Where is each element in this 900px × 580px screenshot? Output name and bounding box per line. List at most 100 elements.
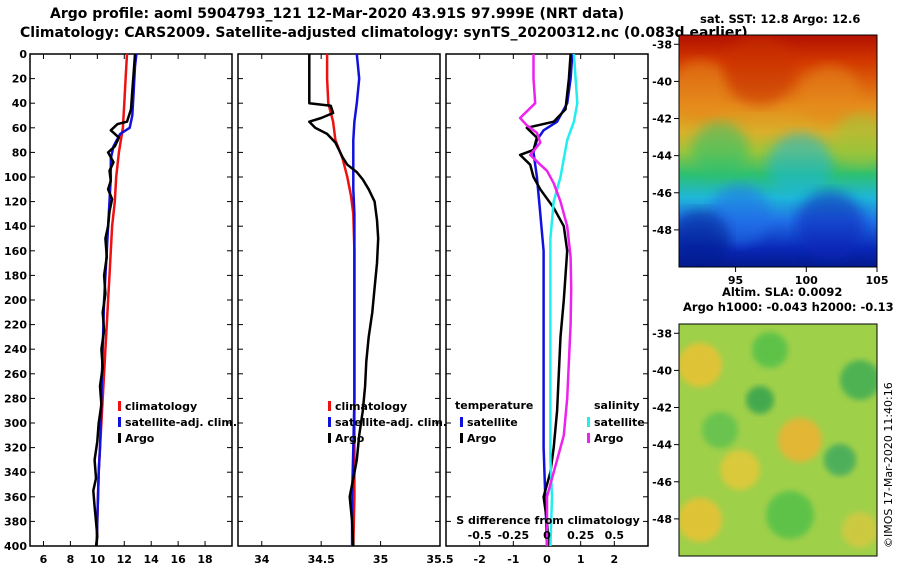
x-tick-label: 34.5	[308, 553, 335, 566]
x-tick-label: 12	[117, 553, 132, 566]
legend-swatch	[118, 417, 121, 427]
x-tick-label: 35	[373, 553, 388, 566]
salinity-profile: 34 34.5 35 35.5 climatology satellite-adj. cl…	[237, 53, 454, 566]
series-line-temperature-argo	[518, 53, 572, 547]
y-tick-label: 180	[4, 269, 27, 282]
y-tick-label: 0	[19, 48, 27, 61]
legend-swatch	[118, 401, 121, 411]
x-tick-label: 100	[795, 274, 818, 287]
x-tick-label: 16	[170, 553, 186, 566]
sla-map-frame	[678, 323, 878, 557]
legend-label: satellite	[594, 416, 645, 429]
y-tick-label: 260	[4, 368, 27, 381]
title-line-2: Climatology: CARS2009. Satellite-adjuste…	[20, 25, 748, 41]
y-tick-label: 300	[4, 417, 27, 430]
legend-label: satellite-adj. clim.	[335, 416, 447, 429]
legend-label: satellite-adj. clim.	[125, 416, 237, 429]
sla-eddy	[720, 450, 760, 490]
plot-frame	[29, 53, 233, 547]
sla-eddy	[842, 512, 877, 548]
x-tick-label: 1	[577, 553, 585, 566]
x-tick-label: 0	[543, 553, 551, 566]
y-tick-label: 80	[12, 146, 28, 159]
y-tick-label: -44	[652, 150, 672, 163]
y-tick-label: 220	[4, 319, 27, 332]
secondary-x-tick-label: 0.5	[605, 529, 625, 542]
legend-label: Argo	[594, 432, 624, 445]
secondary-x-tick-label: 0.25	[567, 529, 594, 542]
sst-eddy	[800, 65, 860, 125]
y-tick-label: -48	[652, 224, 672, 237]
x-tick-label: 18	[197, 553, 212, 566]
y-tick-label: -46	[652, 187, 672, 200]
sla-eddy	[778, 418, 822, 462]
x-tick-label: -1	[507, 553, 519, 566]
plot-frame	[445, 53, 649, 547]
legend-swatch	[328, 401, 331, 411]
sst-eddy	[692, 122, 748, 178]
y-tick-label: -42	[652, 402, 672, 415]
series-line-salinity-argo	[518, 54, 573, 546]
plot-frame	[237, 53, 441, 547]
legend-label: satellite	[467, 416, 518, 429]
title-line-1: Argo profile: aoml 5904793_121 12-Mar-20…	[50, 6, 625, 22]
legend-swatch	[328, 433, 331, 443]
x-tick-label: -2	[474, 553, 486, 566]
sla-eddy	[824, 444, 856, 476]
difference-profile: -2 -1 0 1 2 temperature satellite Argo salinity s…	[445, 53, 649, 566]
y-tick-label: 400	[4, 540, 27, 553]
series-line-satellite-adj-clim-	[350, 53, 361, 546]
legend-label: climatology	[335, 400, 407, 413]
legend-label: Argo	[467, 432, 497, 445]
sla-eddy	[840, 360, 877, 400]
x-tick-label: 95	[728, 274, 743, 287]
sst-eddy	[796, 191, 864, 259]
legend-heading-salinity: salinity	[594, 399, 640, 412]
y-tick-label: 40	[12, 97, 28, 110]
legend-label: Argo	[335, 432, 365, 445]
legend-swatch	[587, 433, 590, 443]
y-tick-label: 340	[4, 466, 27, 479]
x-axis-label: S difference from climatology	[456, 514, 640, 527]
y-tick-label: -42	[652, 113, 672, 126]
y-tick-label: 200	[4, 294, 27, 307]
sst-eddy	[768, 133, 832, 197]
temperature-profile: 0 20 40 60 80 100 120 140 160 180 200 220 240 260 280 3…	[4, 48, 237, 566]
credit-text: ©IMOS 17-Mar-2020 11:40:16	[882, 382, 895, 548]
legend-swatch	[460, 433, 463, 443]
y-tick-label: -46	[652, 476, 672, 489]
sla-eddy	[702, 412, 738, 448]
sst-eddy	[679, 210, 730, 267]
x-tick-label: 10	[90, 553, 106, 566]
sla-map	[679, 324, 877, 556]
secondary-x-tick-label: -0.25	[497, 529, 529, 542]
sla-map-axes: -38 -40 -42 -44 -46 -48	[652, 327, 679, 526]
x-tick-label: 8	[67, 553, 75, 566]
y-tick-label: -40	[652, 75, 672, 88]
legend-swatch	[460, 417, 463, 427]
sst-eddy	[679, 60, 730, 120]
series-line-argo	[308, 54, 380, 547]
sst-eddy	[834, 114, 877, 166]
y-tick-label: 160	[4, 245, 27, 258]
sla-eddy	[679, 498, 722, 542]
sst-map-title: sat. SST: 12.8 Argo: 12.6	[700, 12, 861, 26]
sst-eddy	[725, 35, 795, 105]
legend-label: climatology	[125, 400, 197, 413]
sla-eddy	[679, 343, 722, 387]
y-tick-label: -38	[652, 327, 672, 340]
y-tick-label: 20	[12, 73, 28, 86]
x-tick-label: 34	[254, 553, 270, 566]
sst-map	[679, 35, 877, 267]
x-tick-label: 2	[611, 553, 619, 566]
series-line-argo	[92, 53, 137, 547]
y-tick-label: 380	[4, 515, 27, 528]
x-tick-label: 35.5	[426, 553, 453, 566]
legend-swatch	[118, 433, 121, 443]
sla-map-title-line-1: Altim. SLA: 0.0092	[722, 285, 843, 299]
sla-map-title-line-2: Argo h1000: -0.043 h2000: -0.13	[683, 300, 894, 314]
y-tick-label: 280	[4, 392, 27, 405]
legend-swatch	[328, 417, 331, 427]
sla-eddy	[746, 386, 774, 414]
legend-swatch	[587, 417, 590, 427]
